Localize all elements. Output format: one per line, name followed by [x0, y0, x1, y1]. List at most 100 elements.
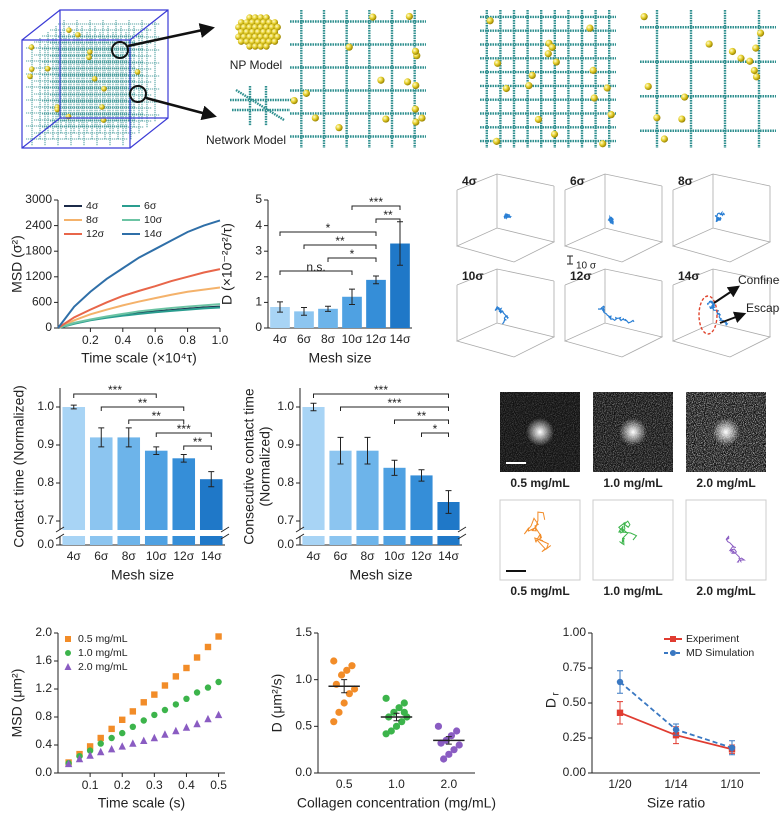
scale-bar	[567, 255, 573, 265]
significance-bracket	[303, 244, 377, 249]
nanoparticle	[311, 114, 319, 122]
y-tick-label: 0.8	[35, 709, 52, 723]
nanoparticle	[75, 31, 81, 38]
nanoparticle	[599, 140, 607, 148]
marker	[672, 726, 680, 733]
x-axis-label: Mesh size	[308, 350, 371, 366]
nanoparticle	[752, 73, 761, 81]
error-bar	[445, 736, 452, 745]
np-atom	[263, 23, 270, 31]
bar	[318, 308, 338, 328]
confined-label: Confined	[738, 273, 780, 287]
x-axis-label: Collagen concentration (mg/mL)	[297, 795, 496, 811]
y-axis-label: Contact time (Normalized)	[11, 385, 27, 548]
arrow	[719, 311, 747, 324]
np-atom	[268, 33, 276, 41]
dot	[348, 662, 356, 670]
axis-break	[292, 530, 466, 536]
np-atom	[254, 19, 262, 26]
np-atom	[246, 33, 253, 41]
nanoparticle	[377, 76, 385, 84]
nanoparticle	[54, 106, 60, 113]
trajectory	[494, 306, 510, 325]
error-bar	[325, 305, 331, 312]
y-tick-label: 1.0	[277, 399, 294, 413]
significance-bracket	[279, 270, 353, 275]
y-tick-label: 1.6	[35, 653, 52, 667]
np-atom	[249, 38, 256, 45]
marker	[214, 710, 223, 719]
axes-3d	[671, 268, 772, 358]
marker	[193, 719, 201, 728]
legend-label: 14σ	[144, 228, 163, 240]
legend-label: 10σ	[144, 214, 163, 226]
error-bar	[337, 436, 344, 465]
nanoparticle	[746, 57, 754, 65]
nanoparticle	[528, 71, 536, 79]
marker	[204, 714, 212, 723]
line	[57, 286, 221, 329]
nanoparticle	[502, 84, 510, 93]
dot	[437, 739, 445, 747]
nanoparticle	[589, 66, 597, 74]
nanoparticle	[534, 115, 543, 124]
bar	[62, 407, 86, 545]
marker	[161, 730, 169, 738]
np-atom	[251, 33, 259, 41]
y-axis-label-subscript: r	[551, 692, 562, 696]
legend-label: 12σ	[86, 228, 105, 240]
significance-label: **	[152, 409, 162, 423]
zoom-circle	[129, 85, 147, 103]
error-bar	[153, 446, 160, 455]
np-atom	[265, 19, 273, 26]
y-tick-label: 3000	[25, 192, 52, 206]
significance-bracket	[421, 432, 449, 437]
nanoparticle	[411, 47, 420, 55]
marker	[183, 695, 190, 702]
error-bar	[208, 471, 215, 488]
image-label: 0.5 mg/mL	[510, 476, 569, 490]
significance-bracket	[73, 393, 157, 398]
y-axis-label: (Normalized)	[257, 426, 273, 506]
x-tick-label: 1/10	[720, 777, 744, 791]
marker	[118, 742, 126, 750]
dot	[398, 718, 406, 726]
np-atom	[237, 28, 245, 36]
np-atom	[237, 19, 245, 26]
marker	[193, 689, 201, 696]
dot	[382, 694, 390, 702]
scale-label: 10 σ	[576, 261, 597, 272]
x-axis-label: Mesh size	[349, 567, 412, 583]
x-tick-label: 0.2	[114, 778, 131, 792]
nanoparticle	[552, 58, 560, 66]
x-tick-label: 0.5	[336, 777, 353, 791]
trajectory	[714, 210, 725, 223]
nanoparticle	[418, 114, 426, 122]
marker	[215, 678, 222, 686]
y-tick-label: 1.2	[35, 681, 52, 695]
significance-label: ***	[177, 422, 191, 436]
significance-bracket	[375, 218, 401, 223]
y-tick-label: 0.7	[37, 513, 54, 527]
marker	[204, 643, 212, 651]
nanoparticle	[44, 65, 51, 72]
arrow	[145, 96, 217, 121]
y-tick-label: 0.7	[277, 513, 294, 527]
fiber	[235, 88, 285, 122]
np-atom	[257, 33, 265, 41]
dot	[390, 708, 398, 716]
np-atom	[263, 43, 270, 50]
np-atom	[246, 43, 253, 50]
trajectory	[618, 520, 638, 546]
panel-label: 14σ	[678, 269, 700, 283]
marker	[215, 633, 222, 640]
np-atom	[235, 23, 242, 31]
bar	[294, 311, 314, 328]
marker	[172, 673, 180, 680]
y-tick-label: 0.8	[277, 475, 294, 489]
panel-label: 10σ	[462, 269, 484, 283]
marker	[107, 745, 116, 753]
marker	[140, 699, 147, 706]
nanoparticle	[101, 85, 107, 92]
legend-marker	[64, 663, 72, 670]
